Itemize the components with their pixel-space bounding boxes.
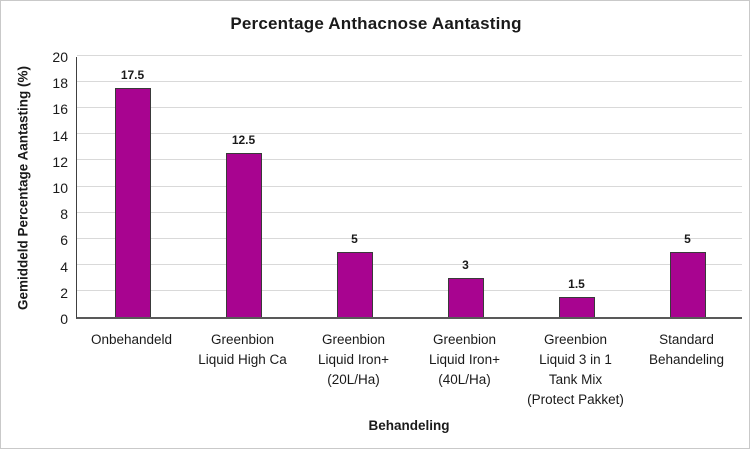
y-tick-label: 2 [60,284,68,301]
bar-value-label: 3 [462,257,469,272]
y-tick-label: 16 [52,101,68,118]
y-tick-label: 12 [52,153,68,170]
gridline [77,80,742,82]
gridline [77,185,742,187]
bar [114,87,151,317]
x-axis-title: Behandeling [368,418,450,433]
bar-value-label: 5 [684,231,691,246]
y-tick-labels: 0 2 4 6 8 10 12 14 16 18 20 [1,49,68,327]
category-labels: Onbehandeld Greenbion Liquid High Ca Green… [76,330,742,410]
y-tick-label: 18 [52,75,68,92]
bar [336,251,373,317]
x-category-label: Greenbion Liquid 3 in 1 Tank Mix (Protec… [527,332,624,407]
gridline [77,54,742,56]
y-tick-label: 0 [60,311,68,327]
bar-value-label: 12.5 [231,133,256,148]
x-category-label: Greenbion Liquid Iron+ (20L/Ha) [318,332,389,387]
y-tick-label: 14 [52,127,68,144]
gridline [77,106,742,108]
y-tick-label: 6 [60,232,68,249]
bar [669,251,706,317]
y-tick-label: 20 [52,49,68,65]
bar-value-label: 5 [351,231,358,246]
x-category-label: Greenbion Liquid Iron+ (40L/Ha) [429,332,500,387]
gridline [77,133,742,135]
y-tick-label: 4 [60,258,68,275]
plot-area: 17.5 12.5 5 3 1.5 5 [76,54,742,319]
bar [447,277,484,317]
gridline [77,159,742,161]
gridline [77,290,742,292]
gridline [77,211,742,213]
gridline [77,237,742,239]
bar [225,153,262,317]
x-category-label: Onbehandeld [90,332,173,347]
bar-value-label: 1.5 [568,277,585,292]
x-category-label: Standard Behandeling [648,332,725,367]
y-tick-label: 10 [52,180,68,196]
bar [558,297,595,317]
x-category-label: Greenbion Liquid High Ca [198,332,287,367]
chart-title: Percentage Anthacnose Aantasting [230,14,522,33]
gridline [77,264,742,266]
bar-value-label: 17.5 [120,67,145,82]
y-tick-label: 8 [60,206,68,223]
